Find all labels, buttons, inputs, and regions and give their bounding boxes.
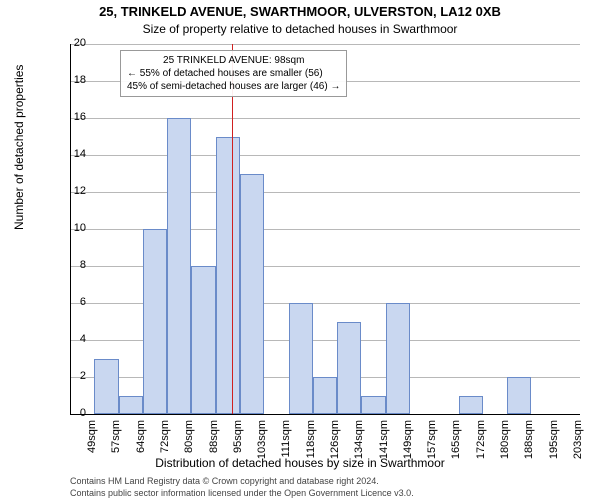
chart-plot-area: 25 TRINKELD AVENUE: 98sqm← 55% of detach… <box>70 44 580 414</box>
y-tick-label: 6 <box>62 296 86 308</box>
x-tick-label: 157sqm <box>426 420 438 459</box>
x-tick-label: 80sqm <box>183 420 195 453</box>
x-tick-label: 57sqm <box>110 420 122 453</box>
bar <box>507 377 531 414</box>
x-tick-label: 180sqm <box>499 420 511 459</box>
y-tick-label: 14 <box>62 148 86 160</box>
bar <box>313 377 337 414</box>
y-tick-label: 8 <box>62 259 86 271</box>
annotation-line3: 45% of semi-detached houses are larger (… <box>127 80 340 93</box>
x-tick-label: 88sqm <box>208 420 220 453</box>
bar <box>167 118 191 414</box>
marker-line <box>232 44 233 414</box>
x-tick-label: 203sqm <box>572 420 584 459</box>
bar <box>386 303 410 414</box>
gridline <box>70 44 580 45</box>
title-line2: Size of property relative to detached ho… <box>0 22 600 36</box>
annotation-box: 25 TRINKELD AVENUE: 98sqm← 55% of detach… <box>120 50 347 97</box>
annotation-line1: 25 TRINKELD AVENUE: 98sqm <box>127 54 340 67</box>
x-tick-label: 111sqm <box>280 420 292 458</box>
bar <box>459 396 483 415</box>
x-tick-label: 141sqm <box>378 420 390 459</box>
bar <box>240 174 264 415</box>
gridline <box>70 155 580 156</box>
x-tick-label: 165sqm <box>450 420 462 459</box>
y-tick-label: 16 <box>62 111 86 123</box>
credit-line-1: Contains HM Land Registry data © Crown c… <box>70 476 379 486</box>
y-tick-label: 18 <box>62 74 86 86</box>
y-tick-label: 10 <box>62 222 86 234</box>
x-tick-label: 64sqm <box>135 420 147 453</box>
y-axis-label: Number of detached properties <box>12 65 26 230</box>
bar <box>94 359 118 415</box>
credit-line-2: Contains public sector information licen… <box>70 488 414 498</box>
x-axis-line <box>70 414 580 415</box>
y-tick-label: 20 <box>62 37 86 49</box>
x-tick-label: 72sqm <box>159 420 171 453</box>
x-tick-label: 149sqm <box>402 420 414 459</box>
x-tick-label: 134sqm <box>353 420 365 459</box>
gridline <box>70 192 580 193</box>
x-tick-label: 103sqm <box>256 420 268 459</box>
title-line1: 25, TRINKELD AVENUE, SWARTHMOOR, ULVERST… <box>0 4 600 19</box>
x-tick-label: 126sqm <box>329 420 341 459</box>
x-tick-label: 188sqm <box>523 420 535 459</box>
x-tick-label: 95sqm <box>232 420 244 453</box>
x-tick-label: 49sqm <box>86 420 98 453</box>
bar <box>191 266 215 414</box>
gridline <box>70 118 580 119</box>
y-tick-label: 2 <box>62 370 86 382</box>
bar <box>337 322 361 415</box>
x-tick-label: 172sqm <box>475 420 487 459</box>
y-tick-label: 0 <box>62 407 86 419</box>
bar <box>361 396 385 415</box>
x-tick-label: 118sqm <box>305 420 317 458</box>
bar <box>289 303 313 414</box>
x-tick-label: 195sqm <box>548 420 560 459</box>
bar <box>216 137 240 415</box>
bar <box>143 229 167 414</box>
bar <box>119 396 143 415</box>
y-tick-label: 12 <box>62 185 86 197</box>
y-tick-label: 4 <box>62 333 86 345</box>
annotation-line2: ← 55% of detached houses are smaller (56… <box>127 67 340 80</box>
